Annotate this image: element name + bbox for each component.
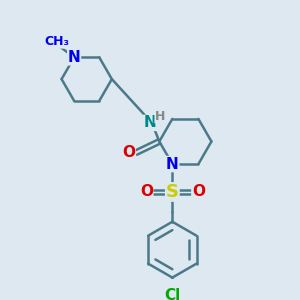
- Text: N: N: [166, 157, 179, 172]
- Text: N: N: [144, 116, 156, 130]
- Text: CH₃: CH₃: [44, 35, 69, 48]
- Text: O: O: [122, 145, 135, 160]
- Text: S: S: [166, 183, 179, 201]
- Text: O: O: [140, 184, 153, 200]
- Text: Cl: Cl: [164, 288, 181, 300]
- Text: O: O: [192, 184, 205, 200]
- Text: H: H: [155, 110, 165, 123]
- Text: N: N: [68, 50, 80, 65]
